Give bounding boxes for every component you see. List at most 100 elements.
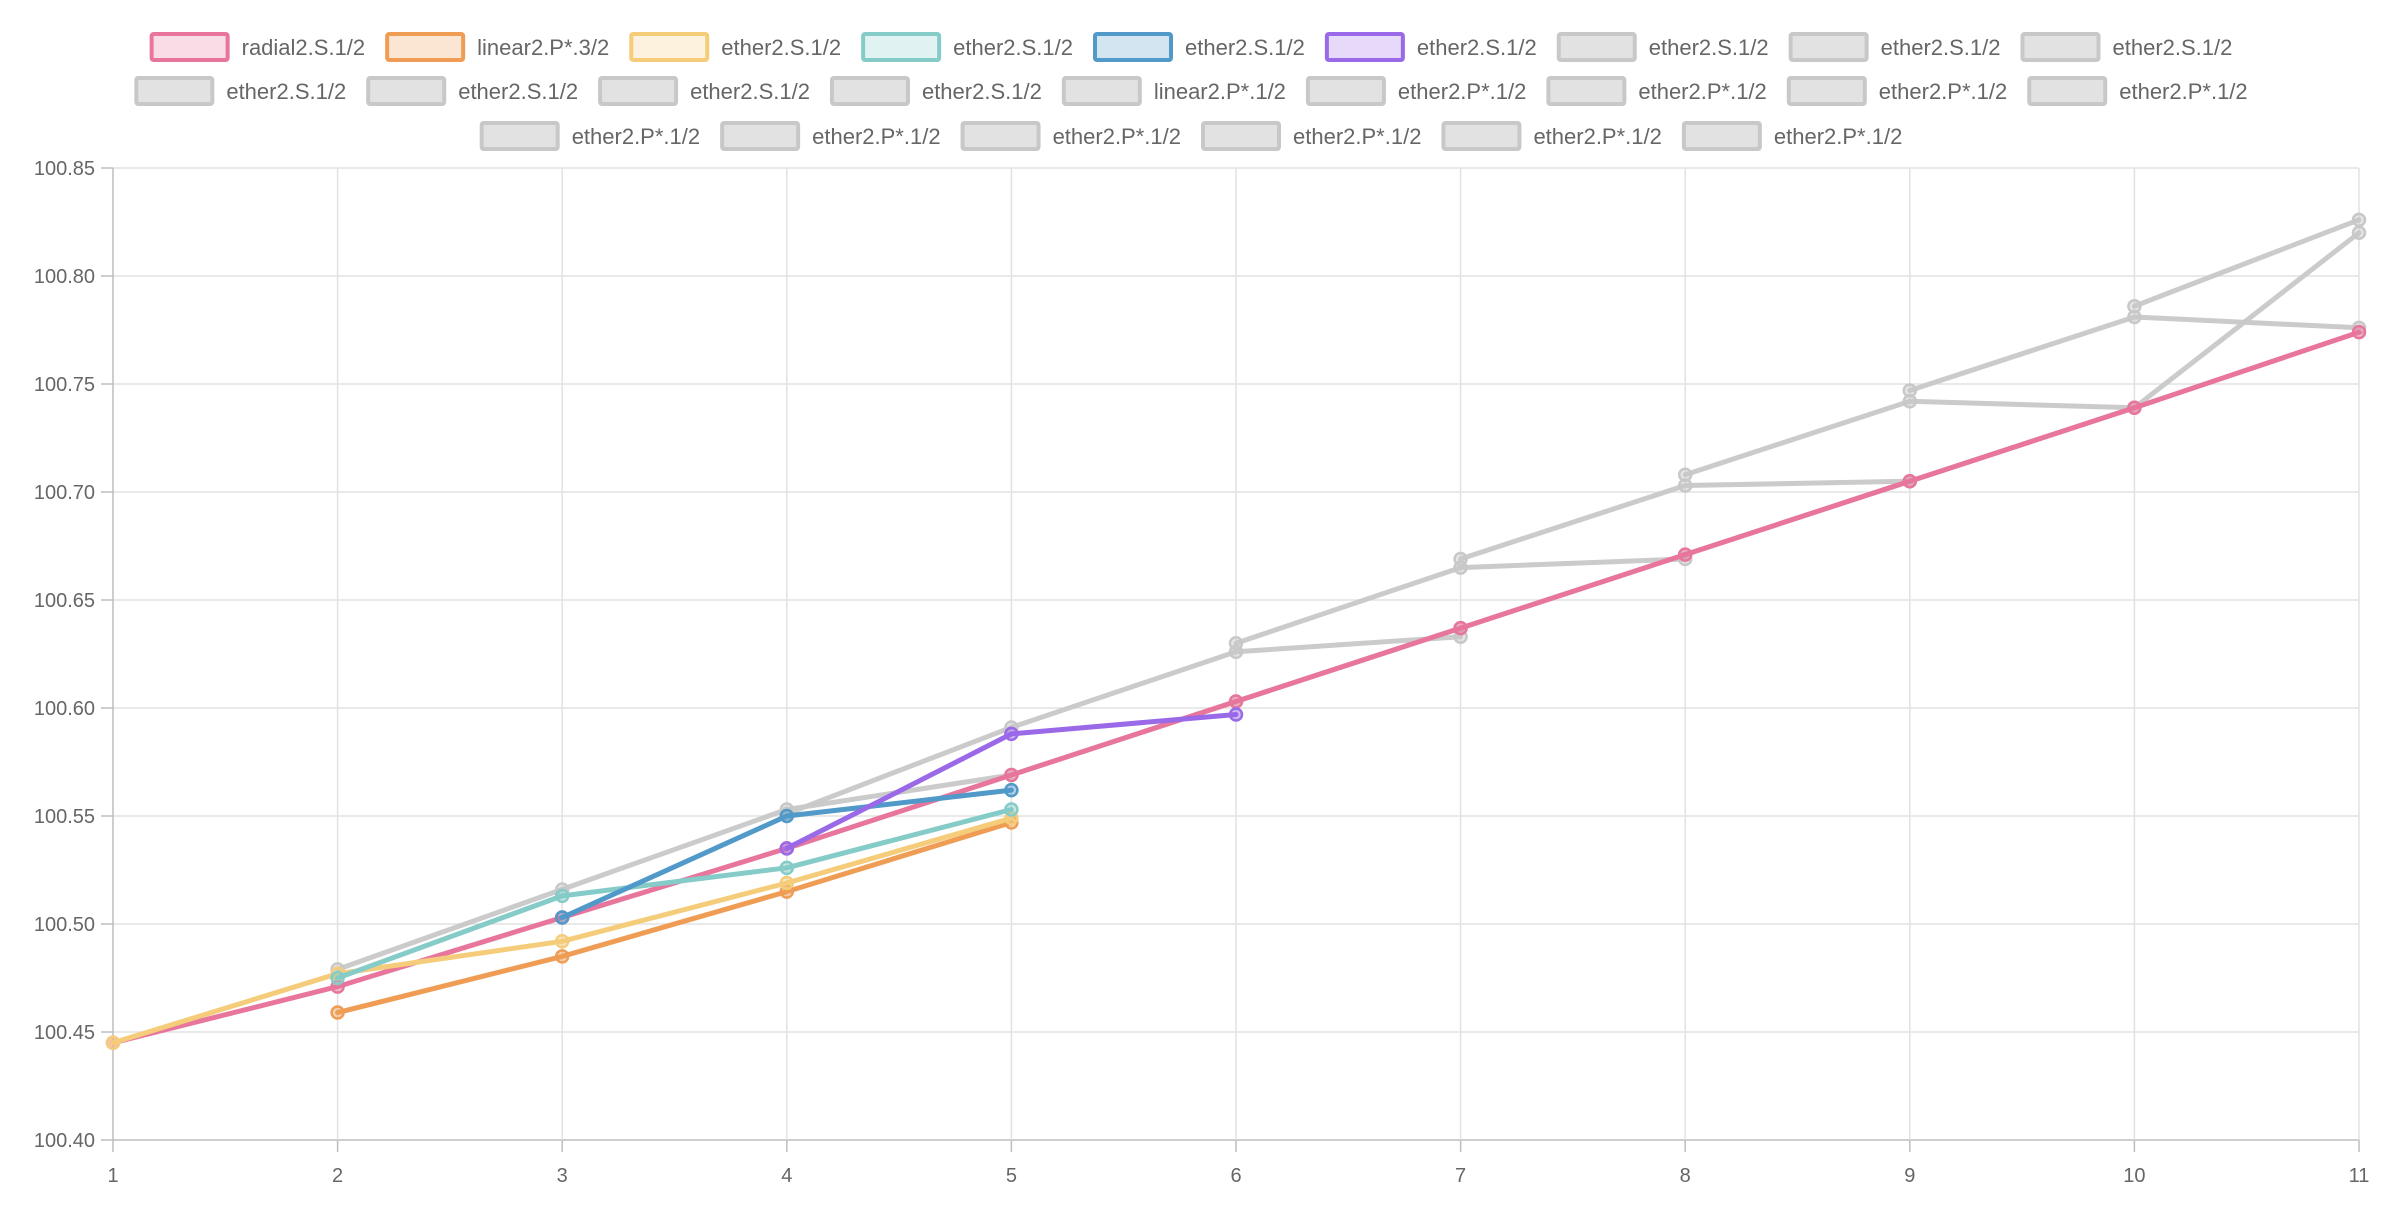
legend-label: ether2.S.1/2 [953, 35, 1073, 60]
legend-item-18[interactable]: ether2.P*.1/2 [479, 121, 700, 151]
legend-label: ether2.P*.1/2 [2119, 79, 2247, 104]
legend-item-14[interactable]: ether2.P*.1/2 [1305, 76, 1526, 106]
data-point[interactable] [1228, 707, 1244, 722]
data-point[interactable] [779, 875, 795, 891]
x-tick-label: 11 [2349, 1165, 2370, 1187]
data-point[interactable] [1004, 726, 1019, 742]
data-point[interactable] [2127, 400, 2142, 416]
data-point[interactable] [1902, 473, 1918, 489]
data-point[interactable] [1677, 547, 1693, 562]
data-point[interactable] [1677, 467, 1693, 482]
legend-item-2[interactable]: ether2.S.1/2 [629, 32, 841, 62]
legend-swatch [134, 76, 215, 106]
data-point[interactable] [554, 934, 570, 949]
legend-item-21[interactable]: ether2.P*.1/2 [1201, 121, 1421, 151]
legend-item-19[interactable]: ether2.P*.1/2 [720, 121, 941, 151]
data-point[interactable] [2351, 225, 2367, 241]
data-point[interactable] [2127, 298, 2142, 314]
legend-swatch [1786, 76, 1867, 106]
legend-item-11[interactable]: ether2.S.1/2 [598, 76, 810, 106]
legend-item-22[interactable]: ether2.P*.1/2 [1441, 121, 1662, 151]
data-point[interactable] [330, 1005, 345, 1020]
legend-item-8[interactable]: ether2.S.1/2 [2020, 32, 2233, 62]
data-point[interactable] [1228, 635, 1244, 651]
legend-item-12[interactable]: ether2.S.1/2 [829, 76, 1042, 106]
legend-item-9[interactable]: ether2.S.1/2 [134, 76, 346, 106]
legend-item-17[interactable]: ether2.P*.1/2 [2027, 76, 2248, 106]
x-tick-label: 3 [557, 1165, 568, 1187]
legend-label: ether2.P*.1/2 [812, 124, 940, 149]
axes: 100.40 100.45 100.50 100.55 100.60 100.65 100.… [34, 158, 2370, 1187]
legend-item-6[interactable]: ether2.S.1/2 [1556, 32, 1769, 62]
data-point[interactable] [1004, 802, 1019, 817]
x-tick-label: 10 [2123, 1165, 2145, 1187]
legend-swatch [829, 76, 910, 106]
legend-label: ether2.S.1/2 [922, 79, 1042, 104]
legend-swatch [1324, 32, 1405, 62]
legend-label: ether2.S.1/2 [226, 79, 346, 104]
series-line [784, 712, 1239, 851]
data-point[interactable] [1453, 620, 1468, 636]
data-point[interactable] [779, 808, 795, 824]
legend-label: ether2.P*.1/2 [1533, 124, 1661, 149]
legend-swatch [2020, 32, 2101, 62]
data-point[interactable] [1453, 551, 1468, 567]
legend: radial2.S.1/2 linear2.P*.3/2 ether2.S.1/2 e… [134, 32, 2248, 151]
legend-swatch [366, 76, 447, 106]
legend-label: ether2.S.1/2 [1649, 35, 1769, 60]
series-line [784, 634, 1464, 817]
legend-swatch [149, 32, 230, 62]
series-line [1458, 478, 1913, 562]
legend-swatch [861, 32, 942, 62]
y-tick-label: 100.55 [34, 806, 95, 828]
data-point[interactable] [2351, 324, 2367, 340]
data-point[interactable] [1902, 383, 1918, 398]
legend-swatch [1681, 121, 1762, 151]
x-tick-label: 4 [781, 1165, 792, 1187]
legend-item-3[interactable]: ether2.S.1/2 [861, 32, 1073, 62]
legend-label: ether2.P*.1/2 [1293, 124, 1421, 149]
legend-item-15[interactable]: ether2.P*.1/2 [1546, 76, 1767, 106]
legend-label: ether2.S.1/2 [1417, 35, 1537, 60]
legend-label: radial2.S.1/2 [242, 35, 366, 60]
data-point[interactable] [554, 910, 570, 925]
legend-swatch [1093, 32, 1173, 62]
y-tick-label: 100.60 [34, 698, 95, 720]
legend-label: ether2.S.1/2 [1881, 35, 2001, 60]
legend-item-5[interactable]: ether2.S.1/2 [1324, 32, 1537, 62]
data-point[interactable] [779, 841, 795, 856]
series-line [1233, 556, 1688, 646]
legend-item-0[interactable]: radial2.S.1/2 [149, 32, 366, 62]
series-ether2-s-1-2-4 [554, 782, 1019, 925]
series-line [2131, 217, 2362, 309]
legend-label: ether2.S.1/2 [690, 79, 810, 104]
legend-label: ether2.S.1/2 [2113, 35, 2233, 60]
legend-item-13[interactable]: linear2.P*.1/2 [1061, 76, 1286, 106]
x-tick-label: 2 [332, 1165, 343, 1187]
legend-item-20[interactable]: ether2.P*.1/2 [960, 121, 1181, 151]
y-tick-label: 100.45 [34, 1022, 95, 1044]
y-tick-label: 100.80 [34, 266, 95, 288]
data-point[interactable] [105, 1035, 121, 1051]
legend-item-23[interactable]: ether2.P*.1/2 [1681, 121, 1902, 151]
data-point[interactable] [1004, 782, 1019, 798]
data-point[interactable] [779, 860, 795, 876]
legend-label: ether2.S.1/2 [1185, 35, 1305, 60]
legend-item-1[interactable]: linear2.P*.3/2 [385, 32, 609, 62]
legend-item-4[interactable]: ether2.S.1/2 [1093, 32, 1305, 62]
data-point[interactable] [1228, 694, 1244, 709]
legend-item-16[interactable]: ether2.P*.1/2 [1786, 76, 2007, 106]
data-point[interactable] [330, 970, 345, 986]
legend-item-10[interactable]: ether2.S.1/2 [366, 76, 578, 106]
y-tick-label: 100.70 [34, 482, 95, 504]
data-point[interactable] [1004, 767, 1019, 783]
data-point[interactable] [2351, 212, 2367, 228]
legend-item-7[interactable]: ether2.S.1/2 [1788, 32, 2001, 62]
data-point[interactable] [554, 949, 570, 964]
legend-label: ether2.S.1/2 [458, 79, 578, 104]
legend-swatch [1061, 76, 1142, 106]
series-line [110, 329, 2362, 1046]
data-point[interactable] [554, 888, 570, 904]
grid [101, 167, 2360, 1152]
legend-label: linear2.P*.3/2 [477, 35, 609, 60]
